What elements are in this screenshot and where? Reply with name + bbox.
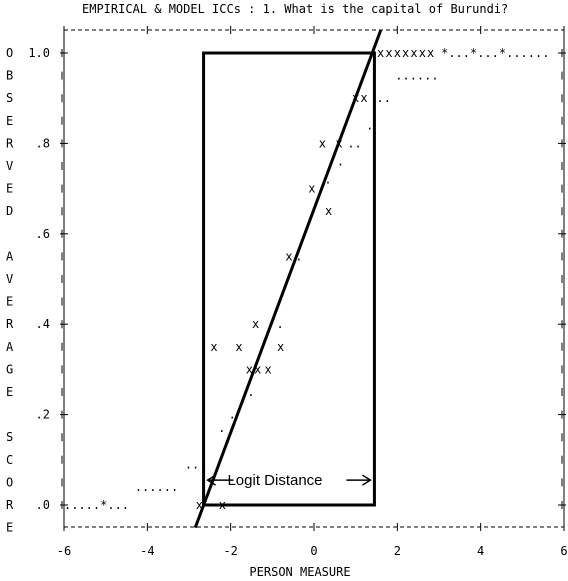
model-icc-segment: . — [218, 421, 225, 435]
y-axis-letter: A — [6, 249, 14, 263]
model-icc-segment: .. — [347, 136, 361, 150]
model-icc-segment: ...... — [135, 480, 178, 494]
model-icc-segment: . — [337, 154, 344, 168]
model-icc-segment: . — [247, 385, 254, 399]
x-tick-label: 6 — [560, 544, 567, 558]
empirical-point: x — [277, 340, 284, 354]
empirical-point: x — [196, 498, 203, 512]
model-icc-segment: . — [324, 173, 331, 187]
model-icc-segment: .. — [377, 91, 391, 105]
y-axis-letter: S — [6, 430, 13, 444]
model-icc-segment: *...*...*...... — [441, 46, 549, 60]
empirical-point: x — [419, 46, 426, 60]
y-axis-letter: E — [6, 295, 13, 309]
x-tick-label: -2 — [223, 544, 237, 558]
y-axis-letter: B — [6, 69, 13, 83]
x-axis-ticks: -6 -4 -2 0 2 4 6 — [57, 26, 568, 558]
y-axis-letter: E — [6, 114, 13, 128]
empirical-point: x — [377, 46, 384, 60]
arrow-left-head — [206, 474, 216, 486]
empirical-point: x — [385, 46, 392, 60]
y-axis-letter: G — [6, 362, 13, 376]
empirical-point: x — [285, 249, 292, 263]
empirical-point: x — [360, 91, 367, 105]
y-axis-letter: V — [6, 159, 13, 173]
y-axis-letter: S — [6, 91, 13, 105]
y-tick-label: .8 — [36, 136, 50, 150]
model-icc-segment: . — [295, 249, 302, 263]
y-axis-letter: A — [6, 340, 14, 354]
y-axis-letter: R — [6, 498, 14, 512]
logit-distance-box — [202, 51, 376, 507]
empirical-point: x — [319, 136, 326, 150]
model-icc: .....*..............................*...… — [64, 46, 549, 512]
y-tick-label: .4 — [36, 317, 50, 331]
y-axis-ticks: 1.0 .8 .6 .4 .2 .0 — [28, 46, 566, 512]
empirical-icc: xxxxxxxxxxxxxxxxxxxxxxx — [196, 46, 434, 512]
y-tick-label: .2 — [36, 408, 50, 422]
empirical-point: x — [308, 182, 315, 196]
logit-distance-label: Logit Distance — [227, 472, 322, 489]
chart-title: EMPIRICAL & MODEL ICCs : 1. What is the … — [82, 2, 508, 16]
x-tick-label: -6 — [57, 544, 71, 558]
model-icc-segment: . — [229, 408, 236, 422]
arrow-right-head — [362, 474, 372, 486]
model-icc-segment: . — [277, 317, 284, 331]
empirical-point: x — [254, 362, 261, 376]
y-tick-label: 1.0 — [28, 46, 50, 60]
y-axis-letter: O — [6, 475, 13, 489]
y-axis-letter: C — [6, 453, 13, 467]
empirical-point: x — [394, 46, 401, 60]
empirical-point: x — [246, 362, 253, 376]
empirical-point: x — [325, 204, 332, 218]
plot-frame — [61, 29, 565, 528]
model-icc-segment: ... — [185, 457, 207, 471]
x-tick-label: 0 — [310, 544, 317, 558]
model-icc-segment: .....*... — [64, 498, 129, 512]
y-axis-letter: O — [6, 46, 13, 60]
y-tick-label: .6 — [36, 227, 50, 241]
model-icc-segment: . — [366, 118, 373, 132]
x-tick-label: 4 — [477, 544, 484, 558]
y-axis-letter: E — [6, 521, 13, 535]
empirical-point: x — [427, 46, 434, 60]
empirical-point: x — [210, 340, 217, 354]
empirical-point: x — [410, 46, 417, 60]
y-axis-letter: D — [6, 204, 13, 218]
x-tick-label: -4 — [140, 544, 154, 558]
logit-distance-annotation: Logit Distance — [193, 29, 383, 529]
x-tick-label: 2 — [394, 544, 401, 558]
empirical-point: x — [402, 46, 409, 60]
y-axis-letter: E — [6, 182, 13, 196]
empirical-point: x — [235, 340, 242, 354]
y-axis-letter: R — [6, 136, 14, 150]
model-tangent-line — [193, 29, 383, 529]
y-axis-letter: R — [6, 317, 14, 331]
empirical-point: x — [252, 317, 259, 331]
model-icc-segment: ...... — [395, 69, 438, 83]
empirical-point: x — [265, 362, 272, 376]
x-axis-label: PERSON MEASURE — [249, 565, 350, 579]
y-axis-letter: E — [6, 385, 13, 399]
y-tick-label: .0 — [36, 498, 50, 512]
y-axis-letter: V — [6, 272, 13, 286]
